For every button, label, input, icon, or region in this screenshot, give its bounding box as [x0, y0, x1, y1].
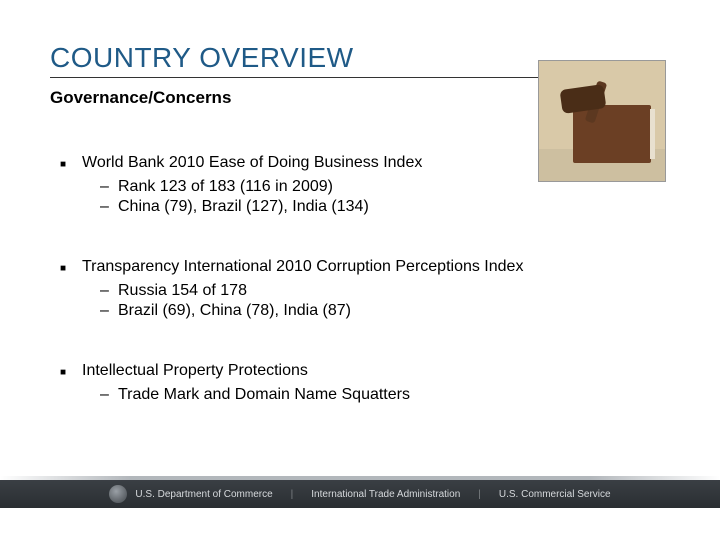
section-3-heading-text: Intellectual Property Protections [82, 362, 308, 380]
section-1-item-1-text: Rank 123 of 183 (116 in 2009) [118, 178, 333, 196]
dash-bullet-icon: – [100, 178, 118, 196]
commerce-seal-icon [109, 485, 127, 503]
section-3-item-1: – Trade Mark and Domain Name Squatters [50, 386, 670, 404]
square-bullet-icon: ■ [60, 362, 82, 384]
footer-item-2: International Trade Administration [311, 489, 460, 500]
slide-container: COUNTRY OVERVIEW Governance/Concerns ■ W… [0, 0, 720, 540]
section-3-item-1-text: Trade Mark and Domain Name Squatters [118, 386, 410, 404]
square-bullet-icon: ■ [60, 154, 82, 176]
section-1-heading-text: World Bank 2010 Ease of Doing Business I… [82, 154, 422, 172]
section-2: ■ Transparency International 2010 Corrup… [50, 258, 670, 320]
section-2-item-1: – Russia 154 of 178 [50, 282, 670, 300]
footer-item-1: U.S. Department of Commerce [135, 489, 272, 500]
section-1-item-2-text: China (79), Brazil (127), India (134) [118, 198, 369, 216]
section-2-item-2-text: Brazil (69), China (78), India (87) [118, 302, 351, 320]
section-3: ■ Intellectual Property Protections – Tr… [50, 362, 670, 404]
gavel-image [538, 60, 666, 182]
section-1-item-2: – China (79), Brazil (127), India (134) [50, 198, 670, 216]
section-2-heading-text: Transparency International 2010 Corrupti… [82, 258, 523, 276]
section-2-item-1-text: Russia 154 of 178 [118, 282, 247, 300]
footer-separator: | [291, 489, 294, 500]
dash-bullet-icon: – [100, 386, 118, 404]
dash-bullet-icon: – [100, 282, 118, 300]
square-bullet-icon: ■ [60, 258, 82, 280]
dash-bullet-icon: – [100, 198, 118, 216]
section-2-item-2: – Brazil (69), China (78), India (87) [50, 302, 670, 320]
section-2-heading: ■ Transparency International 2010 Corrup… [50, 258, 670, 280]
footer-separator: | [478, 489, 481, 500]
dash-bullet-icon: – [100, 302, 118, 320]
section-3-heading: ■ Intellectual Property Protections [50, 362, 670, 384]
footer-bar: U.S. Department of Commerce | Internatio… [0, 480, 720, 508]
footer-item-3: U.S. Commercial Service [499, 489, 611, 500]
